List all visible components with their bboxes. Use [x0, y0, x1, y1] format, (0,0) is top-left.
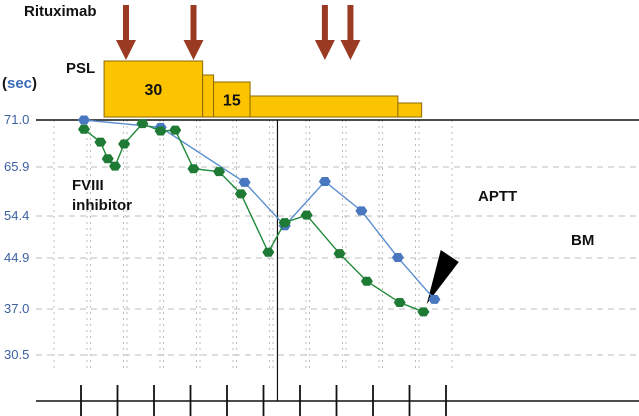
fviii-point	[234, 189, 247, 199]
rituximab-arrow-head	[314, 40, 335, 60]
psl-label: PSL	[66, 60, 95, 77]
fviii-point	[262, 247, 275, 257]
fviii-point	[169, 125, 182, 135]
y-axis-label: (sec)	[2, 75, 37, 92]
fviii-series-line	[83, 122, 424, 313]
y-tick-label: 54.4	[4, 208, 29, 223]
fviii-point	[360, 276, 373, 286]
y-tick-label: 44.9	[4, 250, 29, 265]
aptt-point	[238, 177, 251, 187]
fviii-point	[393, 298, 406, 308]
psl-block	[202, 74, 215, 118]
aptt-label: APTT	[478, 188, 517, 205]
rituximab-arrows	[115, 5, 361, 60]
rituximab-arrow-head	[340, 40, 361, 60]
fviii-point	[136, 119, 149, 129]
series	[78, 115, 441, 317]
fviii-point	[187, 164, 200, 174]
fviii-label-line1: FVIII	[72, 177, 104, 194]
grid	[36, 120, 639, 372]
fviii-point	[300, 210, 313, 220]
fviii-point	[78, 124, 90, 134]
fviii-point	[278, 218, 291, 228]
rituximab-arrow-head	[115, 40, 136, 60]
aptt-point	[318, 176, 331, 186]
y-tick-label: 65.9	[4, 159, 29, 174]
fviii-point	[118, 139, 131, 149]
psl-dose-label: 30	[144, 82, 162, 99]
fviii-point	[101, 154, 114, 164]
aptt-point	[391, 253, 404, 263]
psl-dosing-bars: 30 15	[103, 60, 423, 118]
psl-block	[213, 81, 251, 118]
y-axis-label-open: (	[2, 75, 7, 92]
fviii-point	[213, 167, 226, 177]
fviii-label-line2: inhibitor	[72, 197, 132, 214]
psl-block	[249, 95, 399, 118]
psl-block	[397, 102, 423, 118]
fviii-point	[94, 137, 107, 147]
aptt-point	[355, 206, 368, 216]
axes	[36, 119, 639, 416]
fviii-point	[109, 161, 122, 171]
y-axis-label-unit: sec	[7, 75, 32, 92]
y-tick-label: 30.5	[4, 347, 29, 362]
bm-marker	[426, 250, 459, 304]
y-tick-label: 71.0	[4, 112, 29, 127]
bm-label: BM	[571, 232, 594, 249]
aptt-series-line	[83, 119, 435, 300]
psl-dose-label: 15	[223, 93, 241, 110]
y-tick-labels: 71.0 65.9 54.4 44.9 37.0 30.5	[4, 112, 29, 362]
fviii-point	[154, 126, 167, 136]
rituximab-arrow-head	[183, 40, 204, 60]
y-tick-label: 37.0	[4, 301, 29, 316]
fviii-point	[417, 307, 430, 317]
aptt-point	[428, 294, 441, 304]
fviii-point	[333, 249, 346, 259]
rituximab-label: Rituximab	[24, 3, 97, 20]
aptt-point	[78, 115, 90, 125]
y-axis-label-close: )	[32, 75, 37, 92]
